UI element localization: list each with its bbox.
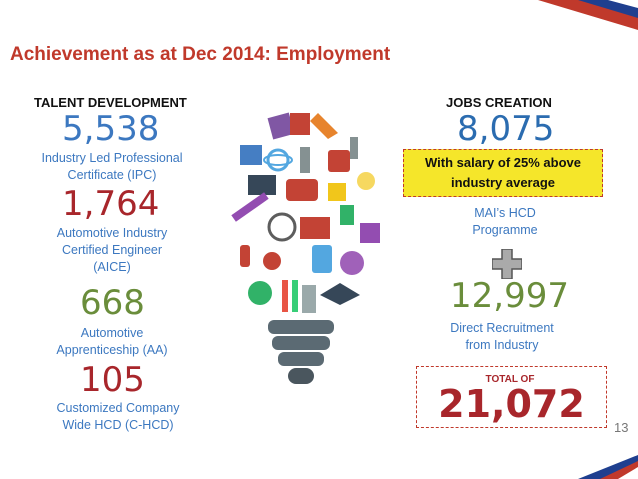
- aice-desc-line-1: Automotive Industry: [56, 226, 168, 240]
- lightbulb-education-icon: [231, 112, 380, 384]
- ipc-description: Industry Led Professional Certificate (I…: [22, 150, 202, 184]
- direct-recruitment-number: 12,997: [450, 276, 569, 316]
- hcd-desc-line-1: MAI’s HCD: [474, 206, 536, 220]
- aa-desc-line-1: Automotive: [80, 326, 144, 340]
- ipc-desc-line-1: Industry Led Professional: [41, 151, 183, 165]
- salary-line-1: With salary of 25% above: [425, 155, 581, 170]
- hcd-number: 8,075: [457, 109, 555, 149]
- total-label: TOTAL OF: [485, 374, 535, 385]
- salary-highlight-box: With salary of 25% above industry averag…: [403, 149, 603, 197]
- aice-desc-line-3: (AICE): [93, 260, 131, 274]
- aa-desc-line-2: Apprenticeship (AA): [56, 343, 168, 357]
- aa-number: 668: [80, 283, 145, 323]
- ipc-desc-line-2: Certificate (IPC): [67, 168, 157, 182]
- flag-decoration-top: [538, 0, 638, 30]
- aice-number: 1,764: [62, 184, 160, 224]
- aice-desc-line-2: Certified Engineer: [61, 243, 163, 257]
- direct-recruitment-description: Direct Recruitment from Industry: [412, 320, 592, 354]
- flag-decoration-bottom: [578, 455, 638, 479]
- aice-description: Automotive Industry Certified Engineer (…: [22, 225, 202, 276]
- chcd-number: 105: [80, 360, 145, 400]
- page-number: 13: [614, 420, 629, 435]
- chcd-desc-line-1: Customized Company: [56, 401, 180, 415]
- jobs-creation-heading: JOBS CREATION: [446, 95, 552, 110]
- total-number: 21,072: [438, 382, 585, 426]
- plus-icon: [492, 249, 522, 279]
- hcd-desc-line-2: Programme: [472, 223, 538, 237]
- aa-description: Automotive Apprenticeship (AA): [22, 325, 202, 359]
- total-box: [416, 366, 607, 428]
- hcd-description: MAI’s HCD Programme: [415, 205, 595, 239]
- chcd-description: Customized Company Wide HCD (C-HCD): [28, 400, 208, 434]
- direct-desc-line-2: from Industry: [465, 338, 539, 352]
- page-title: Achievement as at Dec 2014: Employment: [10, 44, 391, 65]
- salary-line-2: industry average: [450, 175, 556, 190]
- chcd-desc-line-2: Wide HCD (C-HCD): [62, 418, 174, 432]
- ipc-number: 5,538: [62, 109, 160, 149]
- talent-development-heading: TALENT DEVELOPMENT: [34, 95, 187, 110]
- direct-desc-line-1: Direct Recruitment: [450, 321, 554, 335]
